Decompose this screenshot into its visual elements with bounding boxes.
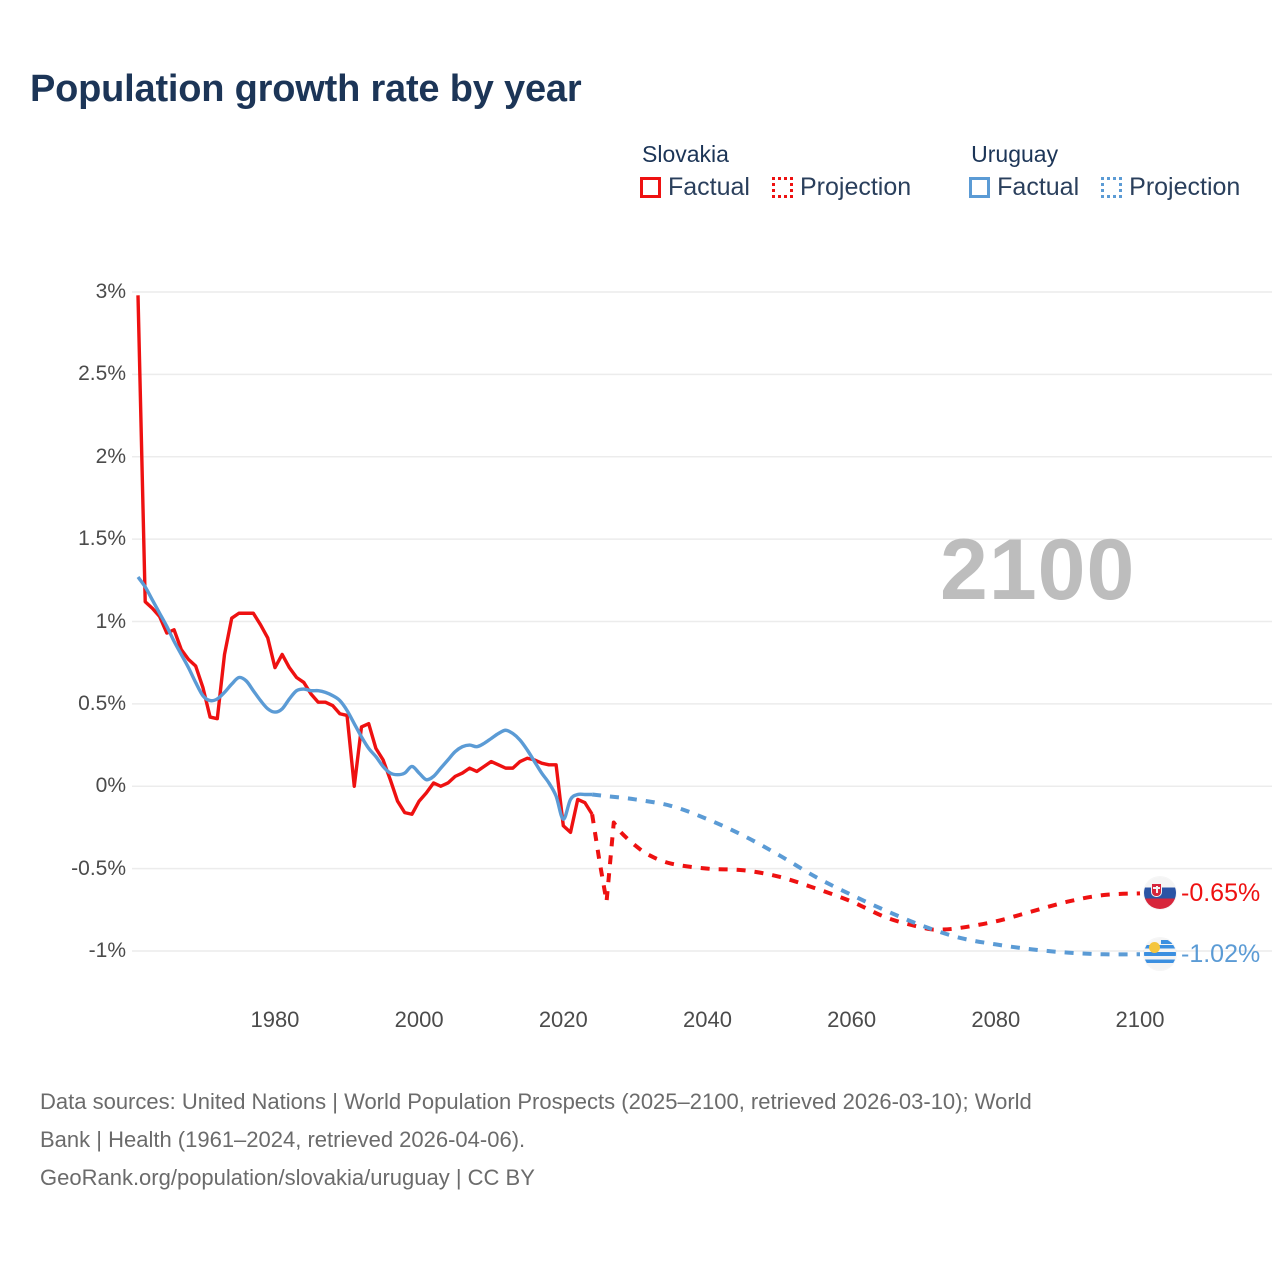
- slovakia-flag-icon: [1144, 877, 1176, 910]
- y-tick-label: 2.5%: [78, 362, 126, 386]
- series-line-uruguay-factual: [136, 576, 593, 821]
- legend-items-slovakia: Factual Projection: [640, 173, 911, 202]
- legend-group-uruguay: Uruguay Factual Projection: [969, 141, 1240, 202]
- y-tick-label: 3%: [95, 280, 126, 303]
- footer-sources: Data sources: United Nations | World Pop…: [40, 1085, 1230, 1195]
- y-tick-label: -0.5%: [71, 856, 126, 880]
- dotted-line-swatch-icon: [771, 177, 793, 199]
- footer-line-1: Data sources: United Nations | World Pop…: [40, 1089, 1032, 1114]
- y-tick-label: 1%: [95, 609, 126, 633]
- legend-country-label: Slovakia: [642, 141, 729, 167]
- legend-item-label: Factual: [997, 173, 1080, 202]
- chart-svg: [132, 291, 1272, 957]
- x-tick-label: 2000: [394, 1007, 444, 1032]
- legend-items-uruguay: Factual Projection: [969, 173, 1240, 202]
- solid-line-swatch-icon: [969, 177, 991, 199]
- legend-item-uruguay-projection[interactable]: Projection: [1101, 173, 1240, 202]
- legend-item-label: Projection: [1129, 173, 1241, 202]
- chart-plot-area: Growth rate 2100 3% 2.5% 2% 1.5% 1% 0.5% 0% -0.…: [0, 255, 1280, 1055]
- series-line-slovakia-factual: [136, 295, 594, 835]
- series-line-slovakia-projection: [590, 813, 1141, 932]
- y-tick-label: 0.5%: [78, 691, 126, 715]
- legend-item-slovakia-projection[interactable]: Projection: [771, 173, 912, 202]
- dotted-line-swatch-icon: [1101, 177, 1123, 199]
- x-tick-label: 2080: [971, 1007, 1021, 1032]
- x-tick-label: 2100: [1115, 1007, 1165, 1032]
- legend-item-label: Projection: [799, 173, 912, 202]
- uruguay-flag-icon: [1144, 938, 1176, 971]
- y-tick-label: 2%: [95, 444, 126, 468]
- chart-legend: Slovakia Factual Projection Uruguay Fact…: [640, 141, 1240, 202]
- legend-item-label: Factual: [668, 173, 750, 202]
- x-tick-label: 2060: [827, 1007, 877, 1032]
- x-tick-label: 2020: [538, 1007, 588, 1032]
- y-tick-label: 1.5%: [78, 527, 126, 551]
- page-title: Population growth rate by year: [30, 68, 582, 110]
- footer-line-2: Bank | Health (1961–2024, retrieved 2026…: [40, 1127, 526, 1153]
- legend-item-uruguay-factual[interactable]: Factual: [969, 173, 1079, 202]
- x-tick-label: 1980: [250, 1007, 300, 1032]
- x-tick-label: 2040: [682, 1007, 732, 1032]
- legend-country-label: Uruguay: [971, 141, 1059, 167]
- end-label-slovakia: -0.65%: [1144, 877, 1261, 910]
- series-end-value: -1.02%: [1181, 939, 1261, 968]
- solid-line-swatch-icon: [640, 177, 661, 199]
- year-watermark: 2100: [940, 522, 1136, 618]
- legend-group-slovakia: Slovakia Factual Projection: [640, 141, 911, 202]
- series-end-value: -0.65%: [1181, 878, 1261, 907]
- end-label-uruguay: -1.02%: [1144, 938, 1261, 971]
- legend-item-slovakia-factual[interactable]: Factual: [640, 173, 750, 202]
- y-tick-label: -1%: [88, 939, 126, 962]
- series-line-uruguay-projection: [591, 792, 1141, 957]
- footer-line-3[interactable]: GeoRank.org/population/slovakia/uruguay …: [40, 1165, 535, 1191]
- y-tick-label: 0%: [95, 774, 126, 798]
- y-axis-title: Growth rate: [0, 765, 3, 865]
